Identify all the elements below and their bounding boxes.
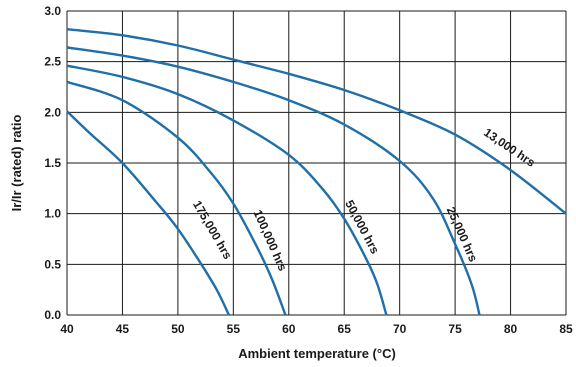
x-tick-label: 80 [504, 322, 518, 336]
x-tick-label: 60 [282, 322, 296, 336]
x-tick-label: 45 [116, 322, 130, 336]
y-axis-title: Ir/Ir (rated) ratio [9, 115, 24, 212]
y-tick-label: 1.0 [44, 207, 61, 221]
tick-labels: 40 45 50 55 60 65 70 75 80 85 0.0 0.5 1.0 1.5 2.0 2.5 3.… [44, 4, 573, 336]
curve-label-175-000-hrs: 175,000 hrs [190, 198, 235, 262]
curve-50-000-hrs [66, 64, 388, 316]
y-tick-label: 0.0 [44, 308, 61, 322]
y-tick-label: 1.5 [44, 156, 61, 170]
curve-100-000-hrs [66, 80, 287, 316]
x-tick-label: 55 [227, 322, 241, 336]
curve-25-000-hrs [66, 46, 481, 316]
x-tick-label: 85 [559, 322, 573, 336]
y-tick-label: 3.0 [44, 4, 61, 18]
curve-175-000-hrs [66, 110, 230, 316]
x-axis-title: Ambient temperature (°C) [238, 346, 396, 361]
x-tick-label: 50 [171, 322, 185, 336]
y-tick-label: 2.0 [44, 105, 61, 119]
y-tick-label: 0.5 [44, 257, 61, 271]
grid [66, 10, 567, 316]
curve-13-000-hrs [66, 28, 567, 215]
y-tick-label: 2.5 [44, 55, 61, 69]
x-tick-label: 75 [448, 322, 462, 336]
x-tick-label: 40 [60, 322, 74, 336]
curves [66, 28, 567, 316]
curve-label-100-000-hrs: 100,000 hrs [251, 208, 291, 274]
x-tick-label: 65 [338, 322, 352, 336]
x-tick-label: 70 [393, 322, 407, 336]
